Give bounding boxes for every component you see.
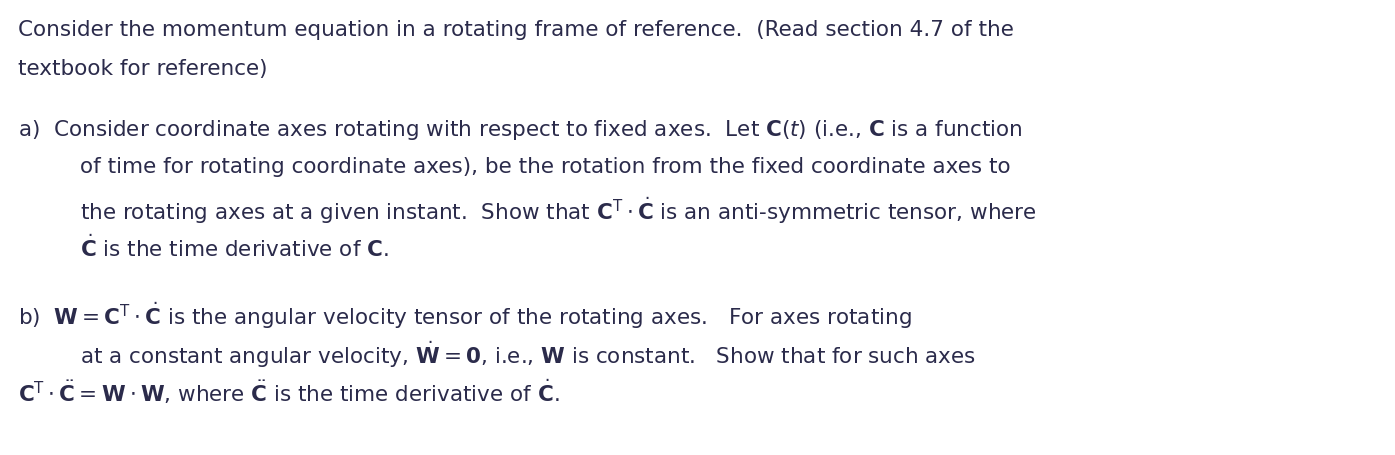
Text: at a constant angular velocity, $\dot{\mathbf{W}} = \mathbf{0}$, i.e., $\mathbf{: at a constant angular velocity, $\dot{\m… [80,339,975,370]
Text: b)  $\mathbf{W} = \mathbf{C}^\mathrm{T} \cdot \dot{\mathbf{C}}$ is the angular v: b) $\mathbf{W} = \mathbf{C}^\mathrm{T} \… [18,300,912,331]
Text: $\mathbf{C}^\mathrm{T} \cdot \ddot{\mathbf{C}} = \mathbf{W} \cdot \mathbf{W}$, w: $\mathbf{C}^\mathrm{T} \cdot \ddot{\math… [18,378,559,406]
Text: Consider the momentum equation in a rotating frame of reference.  (Read section : Consider the momentum equation in a rota… [18,20,1014,40]
Text: of time for rotating coordinate axes), be the rotation from the fixed coordinate: of time for rotating coordinate axes), b… [80,157,1010,177]
Text: the rotating axes at a given instant.  Show that $\mathbf{C}^\mathrm{T} \cdot \d: the rotating axes at a given instant. Sh… [80,196,1036,227]
Text: $\dot{\mathbf{C}}$ is the time derivative of $\mathbf{C}$.: $\dot{\mathbf{C}}$ is the time derivativ… [80,234,388,261]
Text: textbook for reference): textbook for reference) [18,59,268,79]
Text: a)  Consider coordinate axes rotating with respect to fixed axes.  Let $\mathbf{: a) Consider coordinate axes rotating wit… [18,118,1023,142]
